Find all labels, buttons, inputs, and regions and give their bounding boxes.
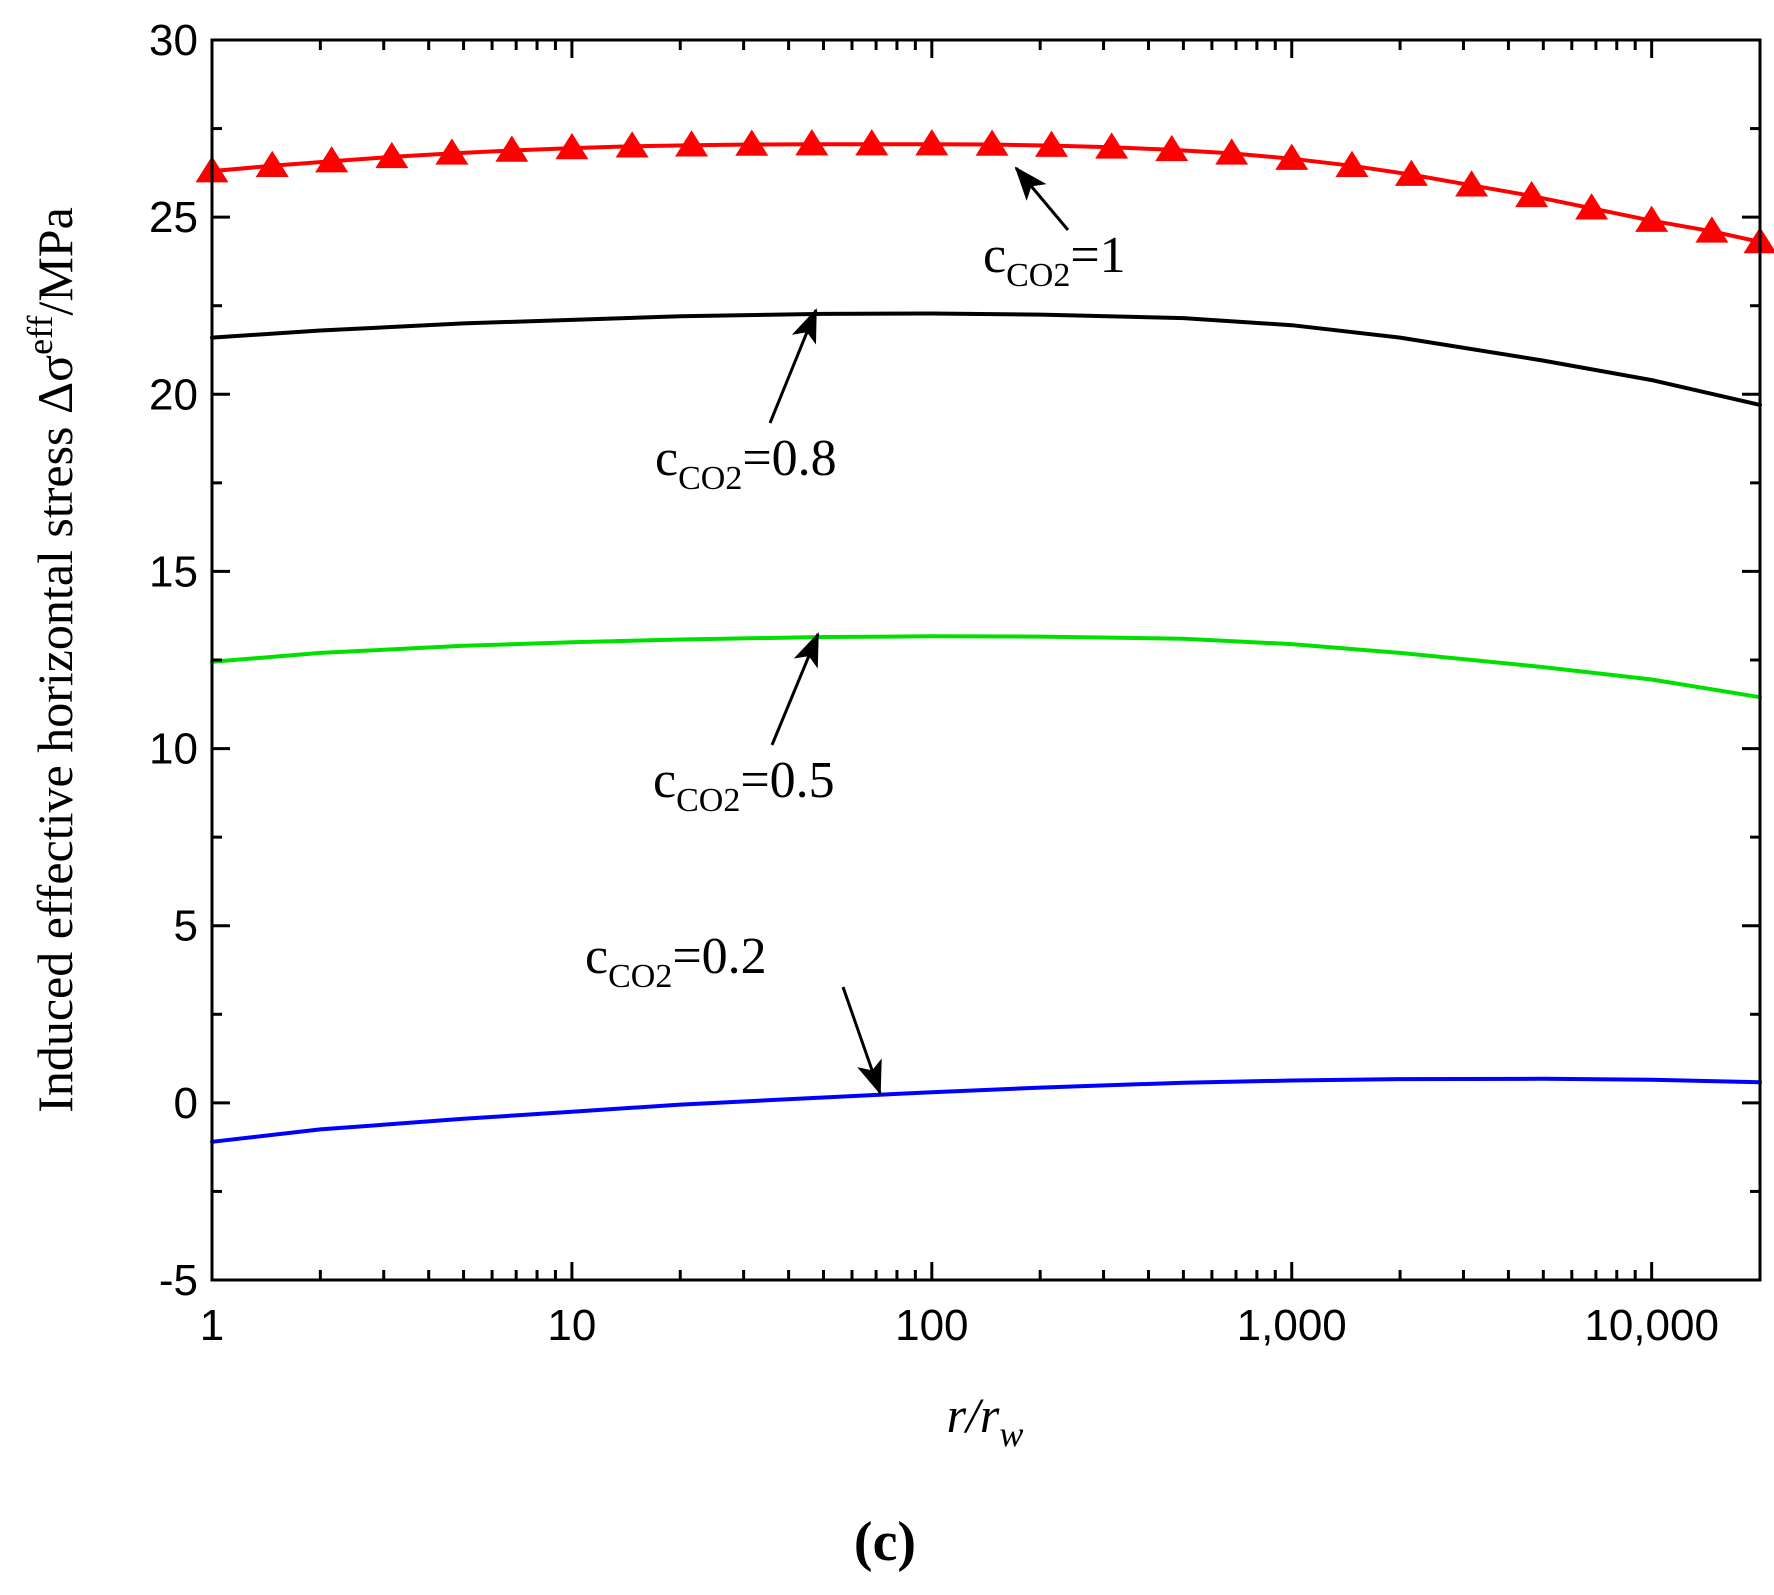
series-line-2 — [210, 634, 1762, 700]
series-marker-0 — [1215, 138, 1249, 165]
series-marker-0 — [1394, 159, 1428, 186]
x-tick-label: 1,000 — [1237, 1301, 1347, 1350]
x-tick-label: 10,000 — [1584, 1301, 1719, 1350]
panel-label: (c) — [854, 1511, 916, 1573]
y-tick-label: 0 — [174, 1079, 198, 1128]
series-marker-0 — [615, 131, 649, 158]
series-marker-0 — [915, 129, 949, 156]
plot-frame — [210, 38, 1762, 1282]
annotation-arrow-c1 — [1014, 166, 1070, 231]
series-marker-0 — [1635, 205, 1669, 232]
series-marker-0 — [1335, 150, 1369, 178]
x-tick-label: 10 — [547, 1301, 596, 1350]
series-marker-0 — [675, 130, 709, 157]
annotation-label-c08: cCO2=0.8 — [655, 430, 837, 497]
series-marker-0 — [435, 138, 469, 165]
y-tick-label: 20 — [149, 370, 198, 419]
annotation-label-c1: cCO2=1 — [983, 227, 1126, 294]
series-marker-0 — [1455, 170, 1489, 197]
x-axis-title: r/rw — [947, 1387, 1024, 1454]
series-layer — [195, 129, 1774, 1144]
series-marker-0 — [315, 146, 349, 173]
annotation-arrow-c08 — [768, 308, 818, 424]
series-marker-0 — [1575, 193, 1609, 220]
series-marker-0 — [735, 129, 769, 156]
annotation-arrow-c02 — [841, 986, 882, 1095]
series-line-1 — [210, 311, 1762, 407]
series-marker-0 — [1275, 143, 1309, 170]
annotation-label-c05: cCO2=0.5 — [653, 752, 835, 819]
series-marker-0 — [1515, 180, 1549, 208]
y-tick-label: 15 — [149, 547, 198, 596]
series-marker-0 — [495, 135, 529, 162]
series-marker-0 — [855, 129, 889, 156]
series-marker-0 — [975, 129, 1009, 156]
series-marker-0 — [1095, 132, 1129, 159]
y-tick-label: 10 — [149, 725, 198, 774]
x-tick-label: 1 — [200, 1301, 224, 1350]
annotation-arrow-c05 — [770, 632, 820, 746]
y-tick-label: 30 — [149, 16, 198, 65]
y-axis-title: Induced effective horizontal stress Δσef… — [20, 207, 83, 1113]
y-tick-label: -5 — [159, 1256, 198, 1305]
series-line-3 — [210, 1076, 1762, 1144]
series-marker-0 — [1155, 134, 1189, 162]
annotation-label-c02: cCO2=0.2 — [585, 928, 767, 995]
ticks-layer: -5 0 5 10 15 20 25 30 1 10 100 1,000 10,000 — [149, 16, 1760, 1350]
series-marker-0 — [555, 133, 589, 160]
y-tick-label: 25 — [149, 193, 198, 242]
series-marker-0 — [1034, 130, 1068, 157]
y-tick-label: 5 — [174, 902, 198, 951]
series-marker-0 — [255, 150, 289, 178]
series-marker-0 — [1695, 216, 1729, 243]
x-tick-label: 100 — [895, 1301, 968, 1350]
series-marker-0 — [795, 129, 829, 156]
series-marker-0 — [375, 141, 409, 169]
